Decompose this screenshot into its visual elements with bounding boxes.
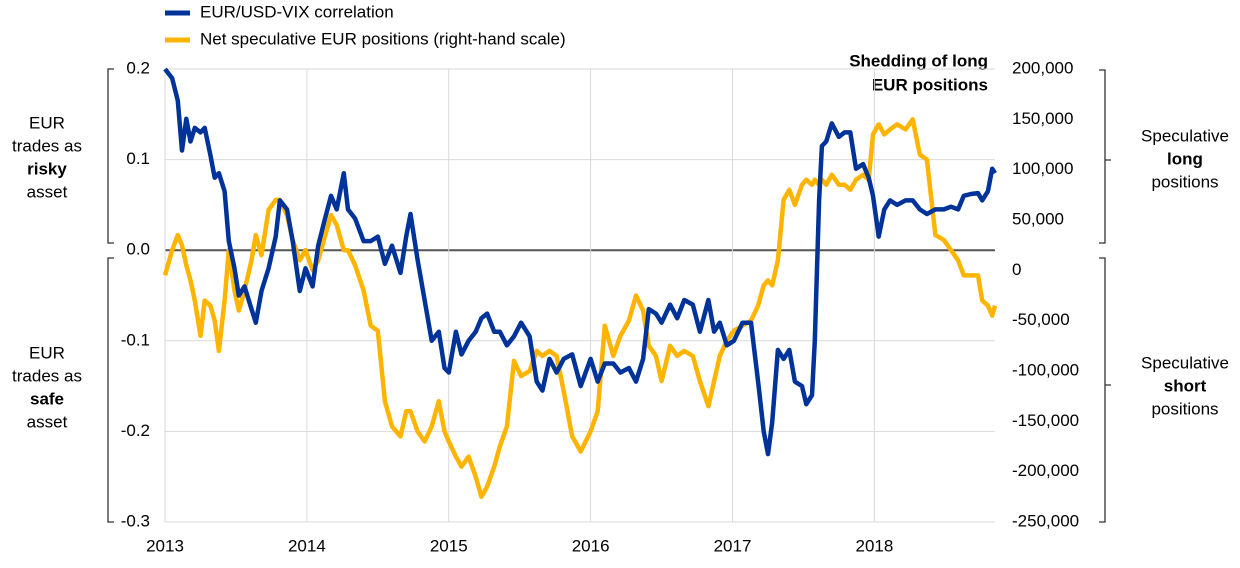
legend-label: EUR/USD-VIX correlation <box>200 2 394 21</box>
side-label: trades as <box>12 366 82 385</box>
right-upper-bracket <box>1099 69 1111 244</box>
x-tick-label: 2016 <box>572 536 610 555</box>
x-tick-label: 2014 <box>288 536 326 555</box>
side-label: EUR <box>29 113 65 132</box>
annotation-line: Shedding of long <box>849 51 988 70</box>
y-tick-label: 0.0 <box>126 240 150 259</box>
y2-tick-label: -50,000 <box>1012 310 1070 329</box>
side-label: positions <box>1151 172 1218 191</box>
y2-tick-label: 0 <box>1012 260 1021 279</box>
y2-tick-label: -100,000 <box>1012 360 1079 379</box>
y2-tick-label: 50,000 <box>1012 209 1064 228</box>
bracket-frames <box>107 68 1111 523</box>
y2-tick-label: -250,000 <box>1012 511 1079 530</box>
legend-label: Net speculative EUR positions (right-han… <box>200 29 566 48</box>
side-label: asset <box>27 182 68 201</box>
side-label: short <box>1164 376 1207 395</box>
x-tick-label: 2013 <box>146 536 184 555</box>
x-tick-label: 2015 <box>430 536 468 555</box>
data-line <box>163 67 997 457</box>
side-label: Speculative <box>1141 353 1229 372</box>
y2-tick-label: 100,000 <box>1012 159 1073 178</box>
y-tick-label: 0.2 <box>126 58 150 77</box>
side-label: trades as <box>12 136 82 155</box>
y2-tick-label: 150,000 <box>1012 109 1073 128</box>
x-tick-label: 2018 <box>855 536 893 555</box>
y-tick-label: -0.1 <box>121 330 150 349</box>
side-label: Speculative <box>1141 126 1229 145</box>
side-label: safe <box>30 389 64 408</box>
y-tick-label: -0.3 <box>121 511 150 530</box>
y2-tick-label: -150,000 <box>1012 411 1079 430</box>
data-line <box>162 117 998 500</box>
side-label: long <box>1167 149 1203 168</box>
y2-tick-label: -200,000 <box>1012 461 1079 480</box>
side-label: asset <box>27 412 68 431</box>
y-tick-label: -0.2 <box>121 421 150 440</box>
side-label: risky <box>27 159 67 178</box>
side-label: positions <box>1151 399 1218 418</box>
y2-tick-label: 200,000 <box>1012 58 1073 77</box>
left-upper-bracket <box>107 68 114 244</box>
annotation-line: EUR positions <box>872 75 988 94</box>
left-lower-bracket <box>107 257 114 523</box>
y-tick-label: 0.1 <box>126 149 150 168</box>
x-tick-label: 2017 <box>714 536 752 555</box>
side-label: EUR <box>29 343 65 362</box>
right-lower-bracket <box>1099 257 1111 523</box>
